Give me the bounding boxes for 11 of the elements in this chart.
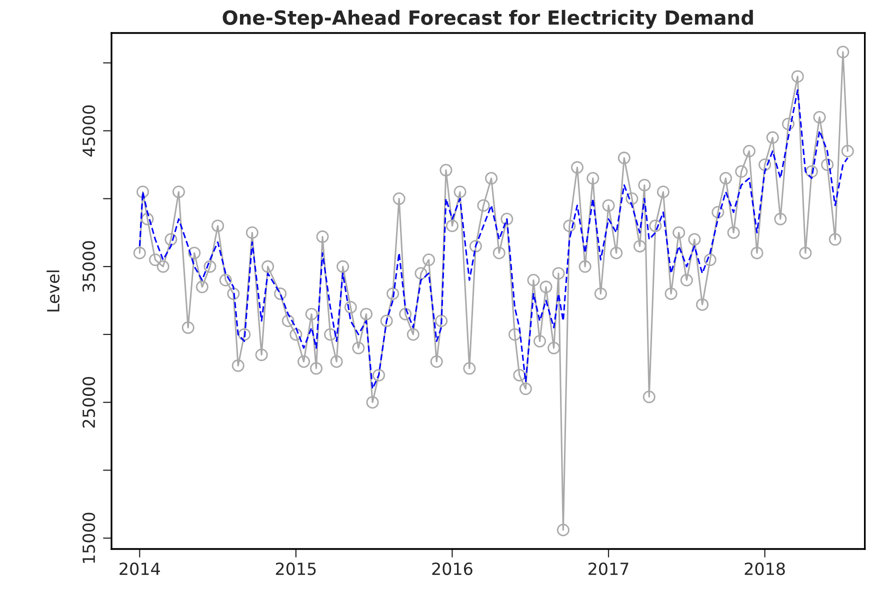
x-tick-label: 2015	[276, 562, 316, 576]
y-tick-label: 25000	[82, 376, 96, 428]
x-tick-label: 2014	[120, 562, 160, 576]
chart-title: One-Step-Ahead Forecast for Electricity Demand	[222, 10, 753, 29]
y-axis-title: Level	[46, 270, 60, 312]
x-tick-label: 2016	[432, 562, 472, 576]
x-tick-label: 2017	[588, 562, 628, 576]
x-tick-label: 2018	[744, 562, 785, 576]
y-tick-label: 45000	[82, 105, 96, 156]
y-tick-label: 35000	[82, 241, 96, 292]
y-tick-label: 15000	[82, 512, 96, 563]
